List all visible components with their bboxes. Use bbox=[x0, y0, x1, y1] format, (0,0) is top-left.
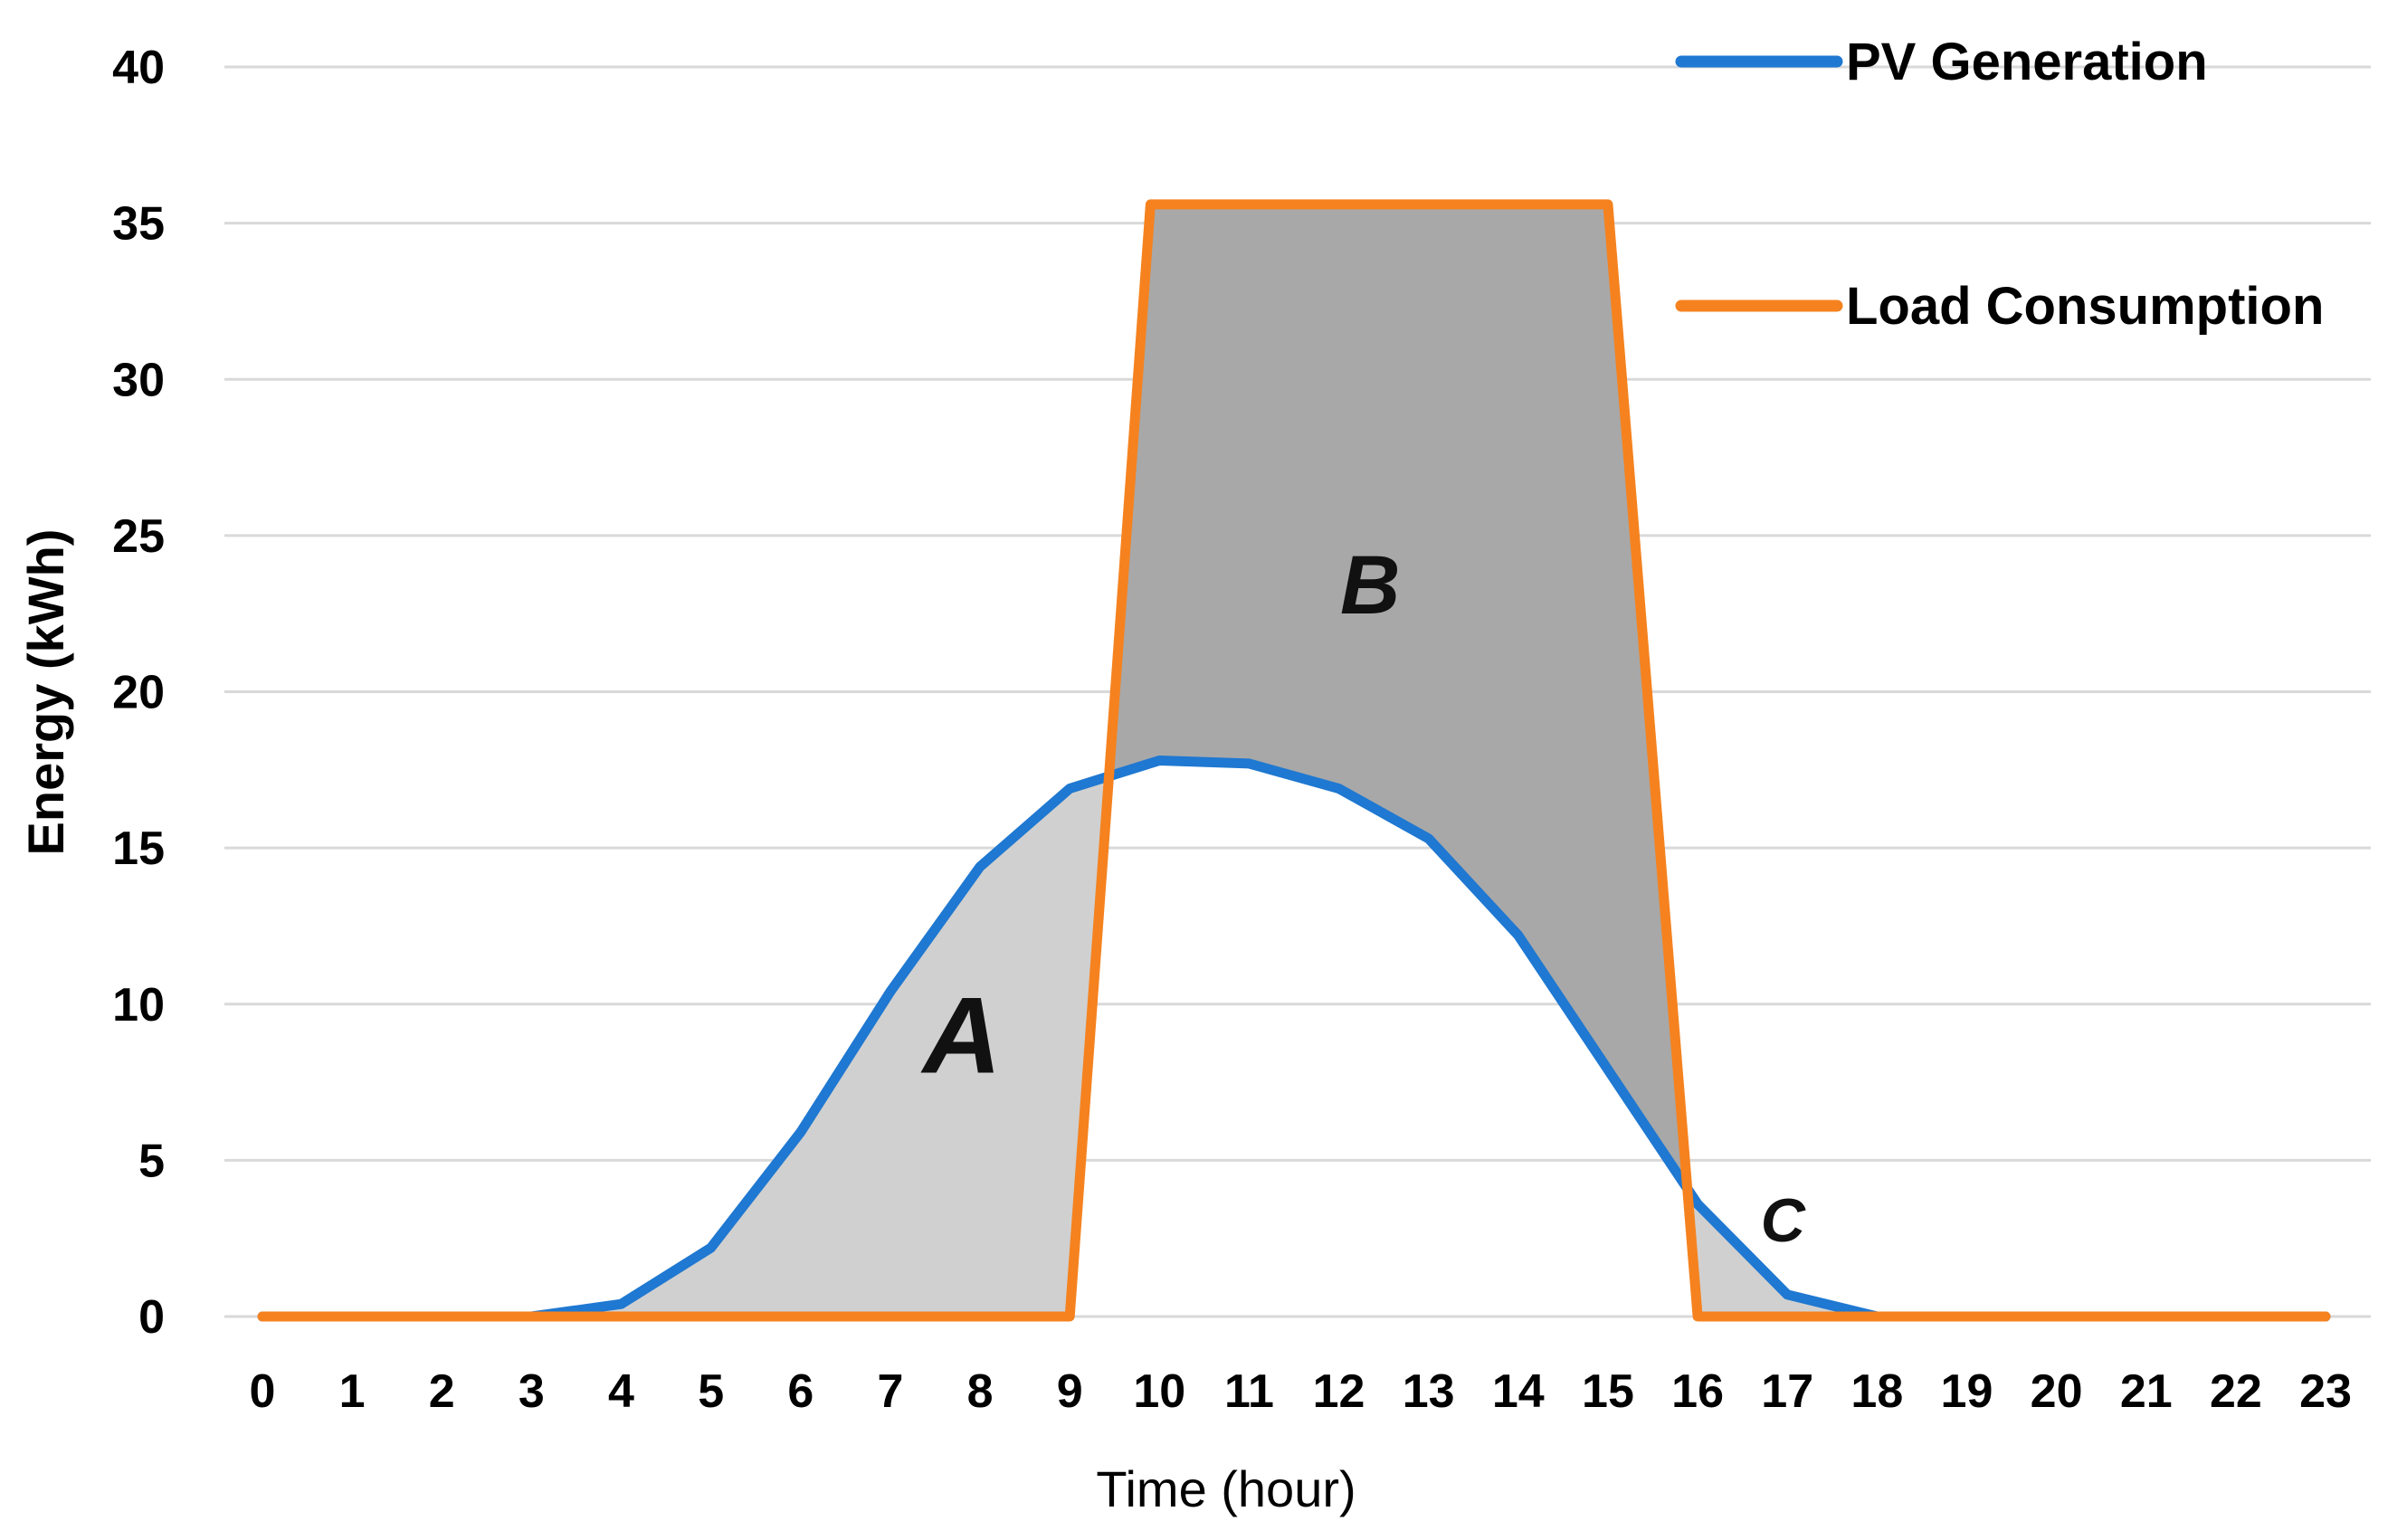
series-line-pv-generation bbox=[257, 755, 2331, 1322]
region-label-c: C bbox=[1761, 1186, 1806, 1255]
y-tick-40: 40 bbox=[112, 42, 165, 94]
x-tick-10: 10 bbox=[1133, 1365, 1185, 1418]
legend-label-1: PV Generation bbox=[1846, 33, 2208, 91]
x-tick-7: 7 bbox=[877, 1365, 903, 1418]
x-tick-6: 6 bbox=[787, 1365, 813, 1418]
y-axis-title: Energy (kWh) bbox=[17, 529, 74, 856]
x-tick-labels: 0 1 2 3 4 5 6 7 8 9 10 11 12 13 14 15 16 17 18 19 20 21 22 23 bbox=[250, 1365, 2352, 1418]
x-tick-9: 9 bbox=[1057, 1365, 1083, 1418]
legend-label-2: Load Consumption bbox=[1846, 277, 2324, 336]
x-tick-22: 22 bbox=[2210, 1365, 2262, 1418]
y-tick-35: 35 bbox=[112, 198, 165, 251]
x-tick-21: 21 bbox=[2120, 1365, 2173, 1418]
x-tick-4: 4 bbox=[608, 1365, 634, 1418]
legend: PV Generation Load Consumption bbox=[1675, 33, 2324, 336]
x-tick-5: 5 bbox=[698, 1365, 724, 1418]
x-tick-0: 0 bbox=[250, 1365, 276, 1418]
y-tick-10: 10 bbox=[112, 979, 165, 1031]
x-tick-20: 20 bbox=[2031, 1365, 2083, 1418]
x-tick-15: 15 bbox=[1582, 1365, 1634, 1418]
x-tick-2: 2 bbox=[429, 1365, 455, 1418]
x-tick-12: 12 bbox=[1313, 1365, 1365, 1418]
y-tick-labels: 0 5 10 15 20 25 30 35 40 bbox=[112, 42, 165, 1344]
shaded-region-2 bbox=[1108, 203, 1689, 1193]
x-axis-title: Time (hour) bbox=[1096, 1460, 1356, 1517]
x-tick-14: 14 bbox=[1492, 1365, 1545, 1418]
y-tick-20: 20 bbox=[112, 667, 165, 719]
y-tick-5: 5 bbox=[138, 1135, 165, 1187]
region-label-b: B bbox=[1340, 539, 1400, 632]
x-tick-8: 8 bbox=[967, 1365, 994, 1418]
x-tick-17: 17 bbox=[1761, 1365, 1813, 1418]
x-tick-23: 23 bbox=[2299, 1365, 2352, 1418]
region-annotations: A B C bbox=[920, 539, 1806, 1255]
x-tick-18: 18 bbox=[1850, 1365, 1903, 1418]
x-tick-1: 1 bbox=[339, 1365, 366, 1418]
x-tick-13: 13 bbox=[1403, 1365, 1455, 1418]
series-line-load-consumption bbox=[257, 199, 2331, 1322]
y-tick-30: 30 bbox=[112, 354, 165, 406]
x-tick-16: 16 bbox=[1671, 1365, 1724, 1418]
region-label-a: A bbox=[920, 975, 1002, 1097]
shaded-region-1 bbox=[542, 775, 1109, 1318]
x-tick-3: 3 bbox=[519, 1365, 545, 1418]
x-tick-11: 11 bbox=[1224, 1365, 1274, 1418]
y-tick-25: 25 bbox=[112, 510, 165, 563]
series-lines bbox=[257, 199, 2331, 1322]
y-tick-15: 15 bbox=[112, 822, 165, 875]
y-tick-0: 0 bbox=[138, 1291, 165, 1344]
x-tick-19: 19 bbox=[1941, 1365, 1993, 1418]
